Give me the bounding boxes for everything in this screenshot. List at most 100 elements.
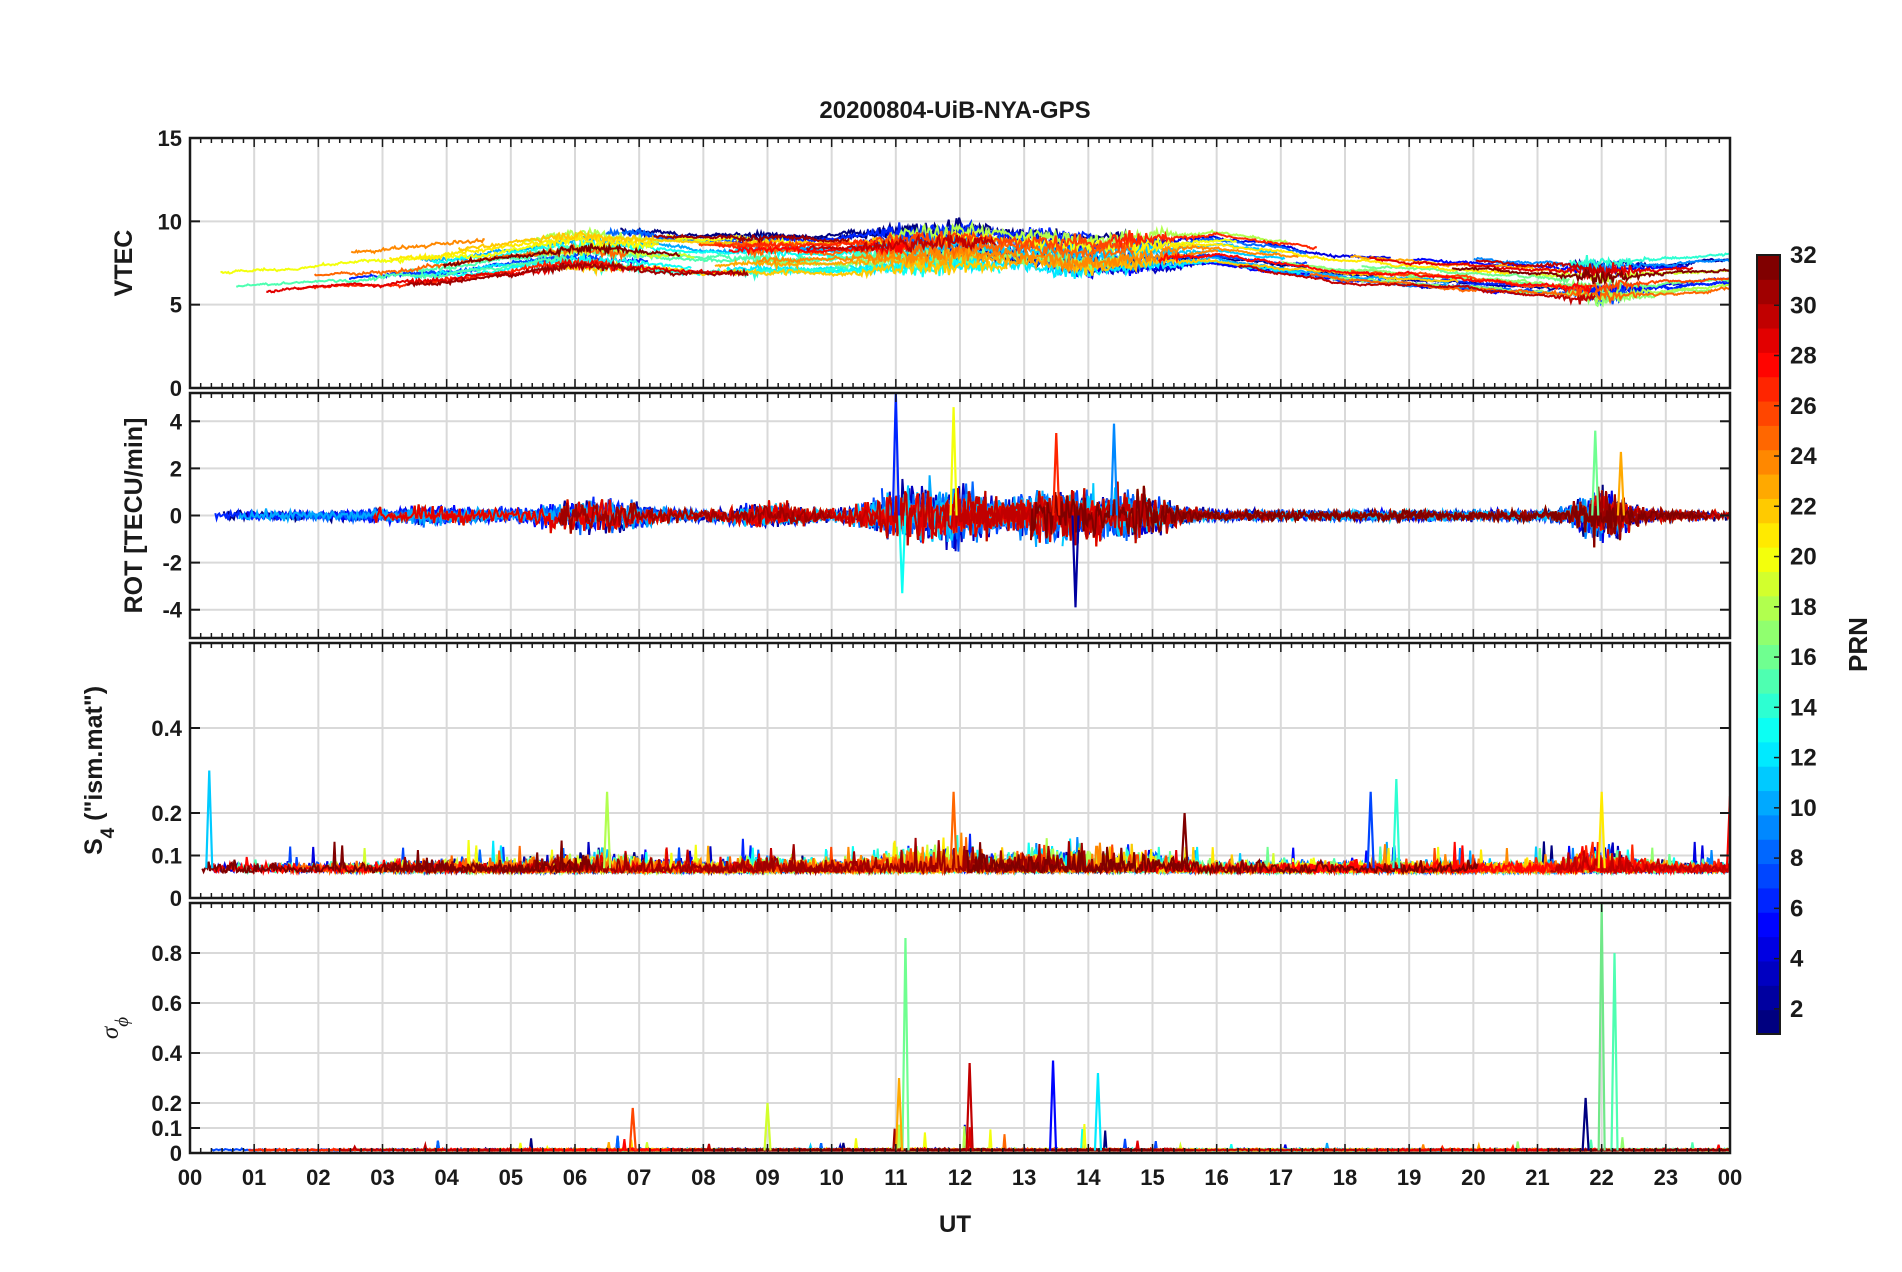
series-line-prn-5 [887, 1130, 1381, 1152]
colorbar-swatch [1757, 498, 1780, 524]
y-tick-label: 0.1 [151, 844, 182, 869]
y-axis-label-sub: ϕ [112, 1017, 133, 1027]
peak-spike [1093, 1072, 1103, 1151]
colorbar-swatch [1757, 693, 1780, 719]
y-tick-label: 0 [170, 376, 182, 401]
y-tick-label: 0.8 [151, 941, 182, 966]
series-line-prn-10 [238, 500, 640, 531]
y-axis-label-rest: ("ism.mat") [80, 686, 108, 828]
x-tick-label: 22 [1589, 1165, 1613, 1190]
peak-spike [1581, 1097, 1590, 1151]
series-line-prn-25 [313, 242, 628, 277]
panel-vtec: 0 5 10 15 VTEC [110, 126, 1732, 401]
x-tick-label: 21 [1525, 1165, 1549, 1190]
colorbar-swatch [1757, 766, 1780, 792]
y-tick-label: 0.4 [151, 1041, 182, 1066]
series-line-prn-13 [453, 251, 692, 278]
series-line-prn-18 [886, 220, 1288, 248]
series-line-prn-13 [968, 1129, 1251, 1152]
series-line-prn-31 [653, 233, 850, 244]
colorbar-swatch [1757, 376, 1780, 402]
colorbar-swatch [1757, 717, 1780, 743]
colorbar-swatch [1757, 352, 1780, 378]
x-tick-label: 04 [434, 1165, 459, 1190]
x-axis-label: UT [939, 1211, 971, 1238]
colorbar-swatch [1757, 1009, 1780, 1035]
colorbar-tick-label: 32 [1790, 242, 1817, 269]
y-tick-label: 4 [170, 409, 183, 434]
colorbar-swatch [1757, 449, 1780, 475]
y-axis-label: VTEC [110, 230, 138, 297]
colorbar-swatch [1757, 522, 1780, 548]
colorbar-tick-label: 4 [1790, 946, 1804, 973]
peak-spike [949, 407, 958, 516]
peak-spike [901, 937, 910, 1151]
x-tick-label: 02 [306, 1165, 330, 1190]
colorbar-tick-label: 20 [1790, 544, 1817, 571]
series-line-prn-31 [406, 259, 749, 288]
x-tick-label: 06 [563, 1165, 587, 1190]
colorbar-swatch [1757, 474, 1780, 499]
colorbar-swatch [1757, 863, 1780, 889]
peak-spike [1597, 903, 1606, 1151]
x-tick-label: 23 [1654, 1165, 1678, 1190]
series-line-prn-30 [806, 233, 997, 253]
series-line-prn-25 [1309, 272, 1730, 305]
series-line-prn-24 [758, 241, 1219, 274]
series-line-prn-32 [1386, 503, 1709, 548]
x-tick-label: 19 [1397, 1165, 1421, 1190]
colorbar-frame [1756, 254, 1781, 1035]
series-line-prn-32 [1451, 265, 1730, 286]
series-line-prn-18 [1565, 283, 1729, 303]
colorbar-swatch [1757, 547, 1780, 572]
colorbar-swatch [1757, 912, 1780, 938]
series-line-prn-30 [1549, 850, 1730, 876]
x-tick-label: 01 [242, 1165, 266, 1190]
y-tick-label: 0 [170, 1141, 182, 1166]
x-tick-label: 07 [627, 1165, 651, 1190]
peak-spike [602, 791, 612, 869]
series-line-prn-28 [1158, 251, 1593, 295]
series-line-prn-15 [235, 253, 572, 288]
y-tick-label: 0 [170, 886, 182, 911]
series-line-prn-22 [457, 229, 895, 252]
y-tick-label: -4 [162, 598, 182, 623]
colorbar-tick-label: 6 [1790, 895, 1803, 922]
x-tick-label: 05 [499, 1165, 523, 1190]
x-tick-label: 03 [370, 1165, 394, 1190]
colorbar-tick-label: 16 [1790, 644, 1817, 671]
y-tick-label: 0.1 [151, 1116, 182, 1141]
y-axis-label: ROT [TECU/min] [120, 418, 148, 614]
colorbar-swatch [1757, 887, 1780, 913]
panel-sigma_phi: 00.10.2 0.4 0.6 0.8 σϕ 00 01 02 03 04 05 06 07 08 09 10… [97, 901, 1742, 1190]
series-line-prn-32 [1548, 1147, 1730, 1152]
y-tick-label: 5 [170, 293, 182, 318]
y-axis-label: σϕ [97, 1017, 133, 1039]
y-tick-label: 10 [158, 209, 182, 234]
series-line-prn-30 [763, 488, 1274, 546]
colorbar-tick-label: 24 [1790, 443, 1817, 470]
colorbar-swatch [1757, 595, 1780, 621]
panel-rot: -4 -2 0 2 4 ROT [TECU/min] [120, 391, 1732, 640]
series-line-prn-32 [966, 842, 1180, 876]
series-line-prn-32 [201, 840, 597, 876]
colorbar-tick-label: 8 [1790, 845, 1803, 872]
y-tick-label: -2 [162, 551, 182, 576]
colorbar-swatch [1757, 936, 1780, 962]
peak-spike [1616, 451, 1626, 516]
panel-series [214, 475, 1730, 552]
series-line-prn-30 [338, 1140, 542, 1153]
y-tick-label: 0.2 [151, 801, 182, 826]
y-tick-label: 0.2 [151, 1091, 182, 1116]
colorbar-tick-label: 22 [1790, 493, 1817, 520]
peak-spike [1109, 423, 1119, 516]
panel-series [220, 217, 1730, 308]
series-line-prn-22 [1070, 253, 1459, 283]
peak-spike [898, 515, 907, 594]
colorbar-swatch [1757, 425, 1780, 451]
x-tick-label: 09 [755, 1165, 779, 1190]
series-line-prn-30 [1237, 264, 1596, 306]
series-line-prn-27 [714, 238, 867, 250]
colorbar-swatch [1757, 814, 1780, 840]
